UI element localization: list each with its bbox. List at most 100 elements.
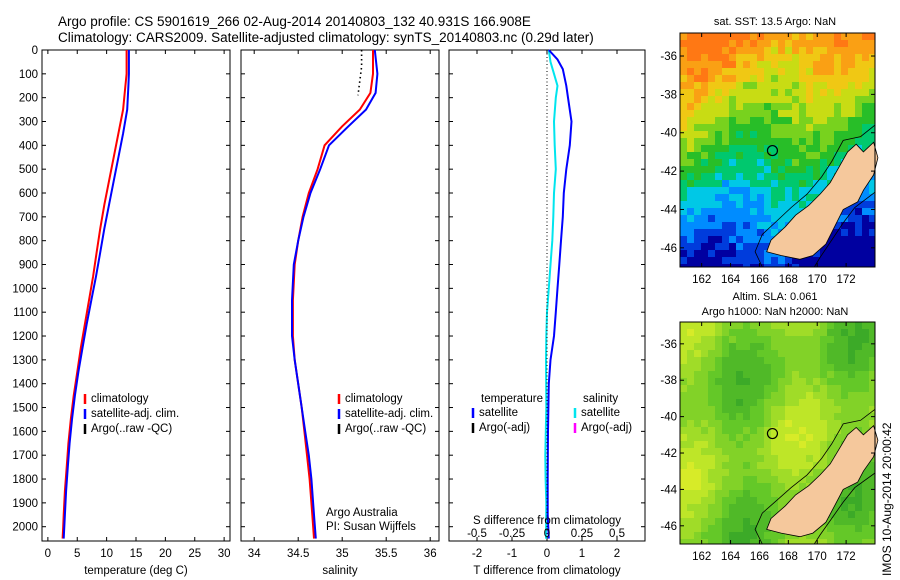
- legend-temp-label: satellite-adj. clim.: [91, 408, 179, 420]
- sla-map-title-2: Argo h1000: NaN h2000: NaN: [701, 306, 849, 318]
- legend-diff-s-label: Argo(-adj): [581, 422, 632, 434]
- map-x-tick-label: 170: [808, 274, 827, 286]
- sst-map-title: sat. SST: 13.5 Argo: NaN: [713, 16, 837, 28]
- map-y-tick-label: -46: [660, 521, 677, 533]
- legend-diff-title: temperature: [481, 393, 543, 405]
- y-tick-label: 700: [19, 212, 38, 224]
- legend-diff-s-label: satellite: [581, 407, 620, 419]
- x-tick-label: 34: [248, 548, 261, 560]
- map-y-tick-label: -42: [660, 448, 677, 460]
- y-tick-label: 1500: [12, 403, 38, 415]
- map-y-tick-label: -40: [660, 128, 677, 140]
- x-tick-label: 0: [45, 548, 51, 560]
- annotation-line-2: PI: Susan Wijffels: [326, 521, 416, 533]
- legend-diff-s-title: salinity: [583, 393, 618, 405]
- y-tick-label: 1400: [12, 379, 38, 391]
- y-tick-label: 500: [19, 164, 38, 176]
- map-x-tick-label: 170: [808, 551, 827, 563]
- map-x-tick-label: 164: [721, 274, 741, 286]
- map-y-tick-label: -44: [660, 204, 677, 216]
- argo-position-marker: [766, 144, 779, 157]
- s-axis-label: S difference from climatology: [473, 515, 621, 527]
- x-axis-label: T difference from climatology: [473, 565, 620, 577]
- y-tick-label: 1200: [12, 331, 38, 343]
- y-tick-label: 800: [19, 236, 38, 248]
- y-tick-label: 100: [19, 69, 38, 81]
- legend-temp-label: Argo(..raw -QC): [91, 423, 172, 435]
- map-y-tick-label: -42: [660, 166, 677, 178]
- sst-heatmap: [680, 33, 876, 268]
- y-tick-label: 0: [32, 45, 38, 57]
- sst-map-frame: [679, 32, 876, 268]
- x-tick-label: -1: [507, 548, 517, 560]
- map-x-tick-label: 166: [750, 551, 769, 563]
- map-x-tick-label: 172: [837, 551, 856, 563]
- y-tick-label: 1800: [12, 474, 38, 486]
- map-x-tick-label: 162: [692, 551, 711, 563]
- map-y-tick-label: -36: [660, 339, 677, 351]
- series-line-1-2: [357, 50, 363, 96]
- s-tick-label: 0.25: [571, 528, 593, 540]
- map-x-tick-label: 172: [837, 274, 856, 286]
- legend-sal-label: climatology: [345, 393, 403, 405]
- y-tick-label: 1900: [12, 498, 38, 510]
- y-tick-label: 1300: [12, 355, 38, 367]
- y-tick-label: 400: [19, 140, 38, 152]
- x-axis-label: salinity: [322, 565, 357, 577]
- series-line-0-0: [61, 50, 128, 539]
- x-tick-label: 10: [100, 548, 113, 560]
- land-south-island: [766, 424, 879, 538]
- map-x-tick-label: 168: [779, 274, 798, 286]
- sla-map-frame: [679, 321, 876, 545]
- bathymetry-contour: [813, 472, 876, 545]
- legend-diff-t-label: Argo(-adj): [479, 422, 530, 434]
- y-tick-label: 900: [19, 260, 38, 272]
- panel-frame-1: [240, 49, 440, 542]
- map-x-tick-label: 168: [779, 551, 798, 563]
- y-tick-label: 2000: [12, 522, 38, 534]
- y-tick-label: 1100: [13, 307, 38, 319]
- s-tick-label: -0.5: [467, 528, 487, 540]
- y-tick-label: 300: [19, 117, 38, 129]
- sla-map-title: Altim. SLA: 0.061: [732, 291, 818, 303]
- climatology-title: Climatology: CARS2009. Satellite-adjuste…: [58, 30, 594, 45]
- profile-title: Argo profile: CS 5901619_266 02-Aug-2014…: [58, 14, 531, 29]
- x-tick-label: 20: [159, 548, 172, 560]
- x-axis-label: temperature (deg C): [84, 565, 188, 577]
- bathymetry-contour: [754, 408, 876, 545]
- legend-sal-label: Argo(..raw -QC): [345, 423, 426, 435]
- series-line-2-0: [544, 49, 559, 539]
- legend-sal-label: satellite-adj. clim.: [345, 408, 433, 420]
- x-tick-label: 34.5: [287, 548, 309, 560]
- series-line-1-1: [291, 49, 379, 539]
- legend-temp-label: climatology: [91, 393, 149, 405]
- x-tick-label: 30: [218, 548, 231, 560]
- bathymetry-contour: [754, 124, 876, 268]
- bathymetry-contour: [813, 191, 876, 268]
- y-tick-label: 1600: [12, 426, 38, 438]
- s-tick-label: -0.25: [499, 528, 525, 540]
- map-x-tick-label: 164: [721, 551, 741, 563]
- x-tick-label: 35: [336, 548, 349, 560]
- s-tick-label: 0: [544, 528, 550, 540]
- x-tick-label: 35.5: [375, 548, 397, 560]
- y-tick-label: 1000: [12, 283, 38, 295]
- y-tick-label: 200: [19, 93, 38, 105]
- y-tick-label: 1700: [12, 450, 38, 462]
- x-tick-label: 2: [614, 548, 620, 560]
- x-tick-label: 1: [579, 548, 585, 560]
- annotation-line-1: Argo Australia: [326, 507, 398, 519]
- map-y-tick-label: -38: [660, 375, 677, 387]
- legend-diff-t-label: satellite: [479, 407, 518, 419]
- argo-position-marker: [766, 427, 779, 440]
- map-x-tick-label: 166: [750, 274, 769, 286]
- x-tick-label: 36: [424, 548, 437, 560]
- x-tick-label: 5: [74, 548, 80, 560]
- s-tick-label: 0.5: [609, 528, 625, 540]
- land-south-island: [766, 141, 879, 260]
- map-y-tick-label: -46: [660, 243, 677, 255]
- x-tick-label: 25: [188, 548, 201, 560]
- map-y-tick-label: -44: [660, 484, 677, 496]
